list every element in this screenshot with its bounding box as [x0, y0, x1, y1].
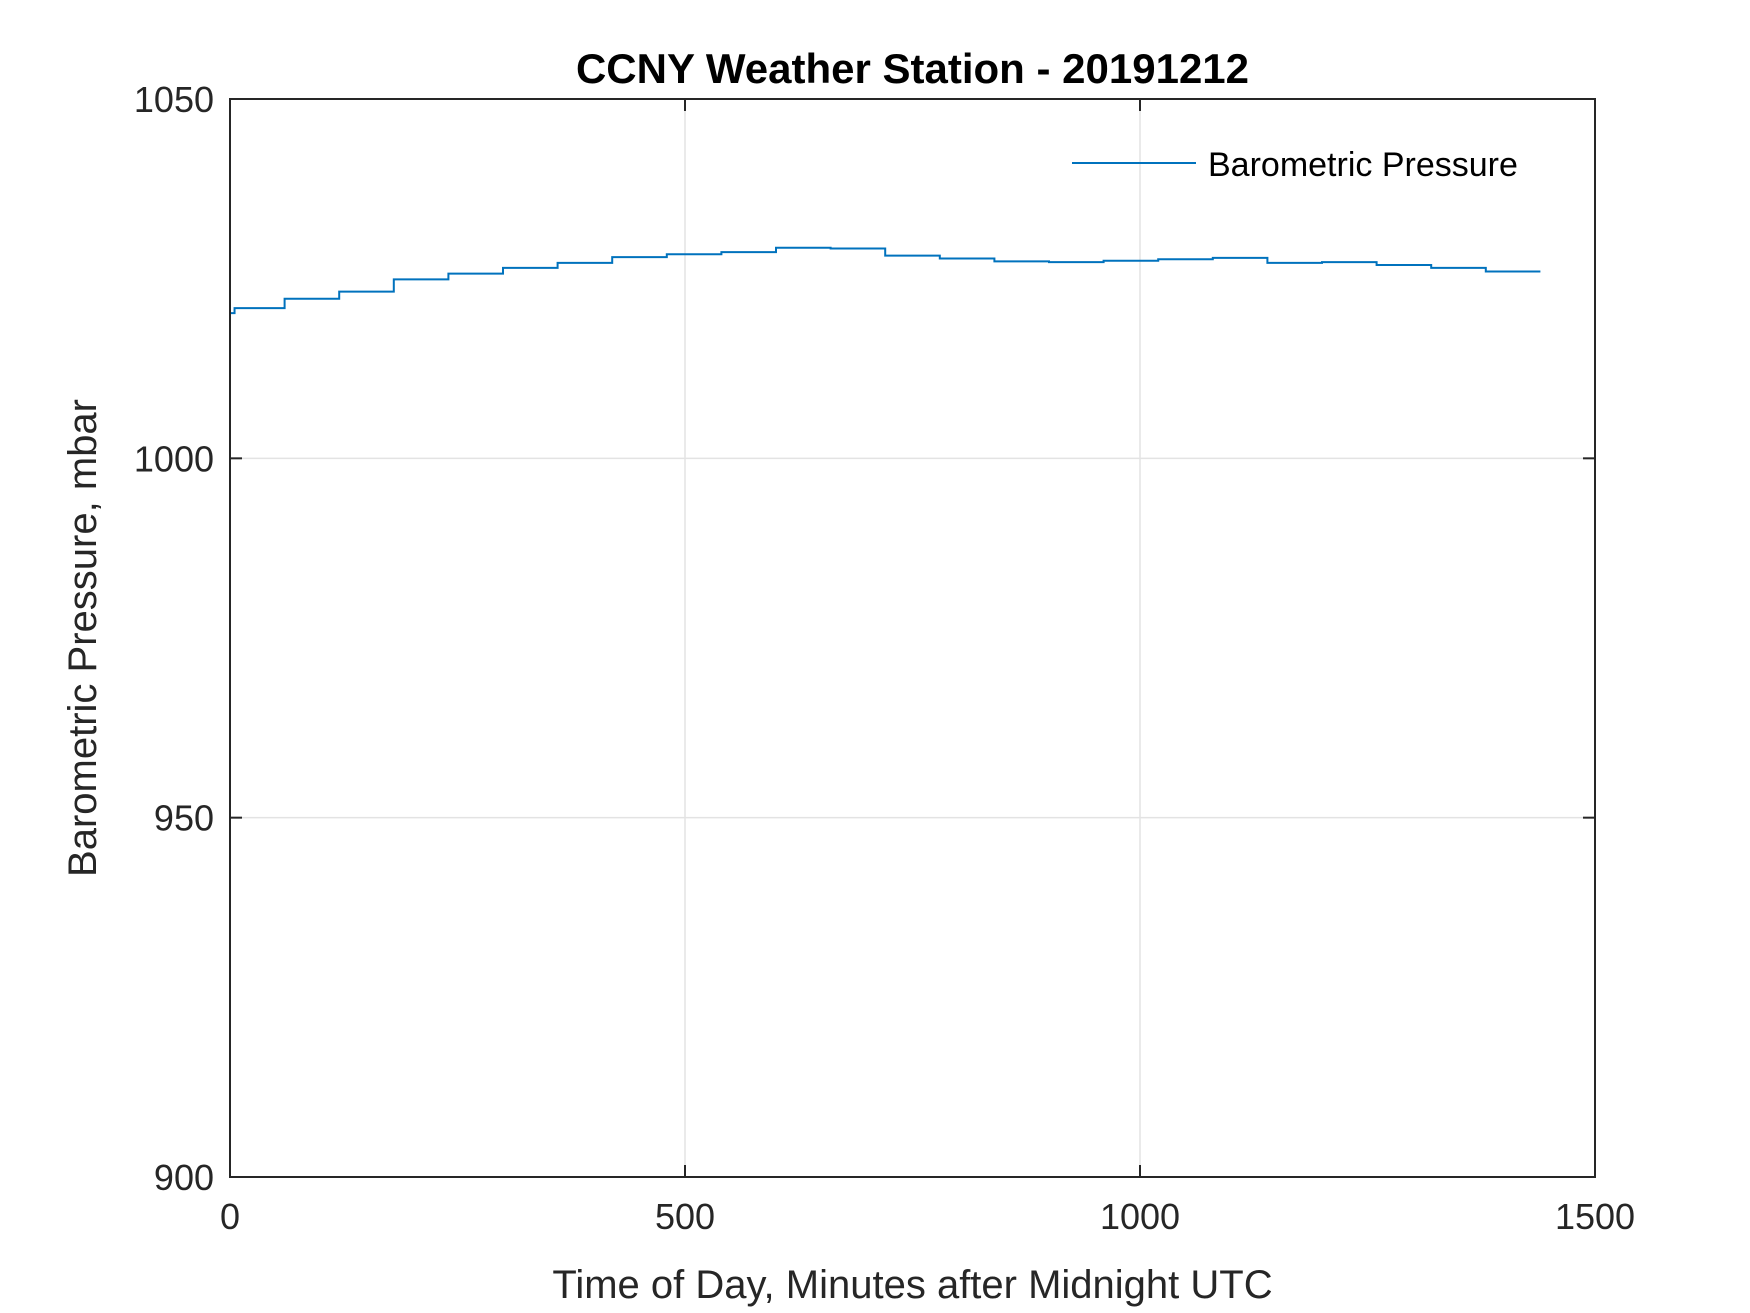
series-layer — [230, 246, 1541, 315]
x-tick-label: 500 — [655, 1196, 715, 1237]
x-tick-label: 1000 — [1100, 1196, 1180, 1237]
series-line-barometric-pressure — [230, 246, 1541, 315]
chart-title: CCNY Weather Station - 20191212 — [576, 45, 1249, 92]
y-axis-label: Barometric Pressure, mbar — [61, 399, 105, 877]
y-tick-label: 1050 — [134, 79, 214, 120]
x-axis-ticks — [229, 99, 1596, 1177]
y-axis-ticks — [230, 98, 1595, 1178]
grid-lines — [230, 99, 1595, 1177]
x-tick-label: 0 — [220, 1196, 240, 1237]
plot-area-frame — [229, 98, 1596, 1178]
y-tick-label: 950 — [154, 798, 214, 839]
x-axis-label: Time of Day, Minutes after Midnight UTC — [552, 1263, 1272, 1307]
y-axis-tick-labels: 900 950 1000 1050 — [134, 79, 214, 1198]
legend: Barometric Pressure — [1072, 146, 1518, 184]
x-tick-label: 1500 — [1555, 1196, 1635, 1237]
y-tick-label: 1000 — [134, 438, 214, 479]
y-tick-label: 900 — [154, 1157, 214, 1198]
legend-label-barometric-pressure: Barometric Pressure — [1208, 146, 1518, 184]
x-axis-tick-labels: 0 500 1000 1500 — [220, 1196, 1635, 1237]
